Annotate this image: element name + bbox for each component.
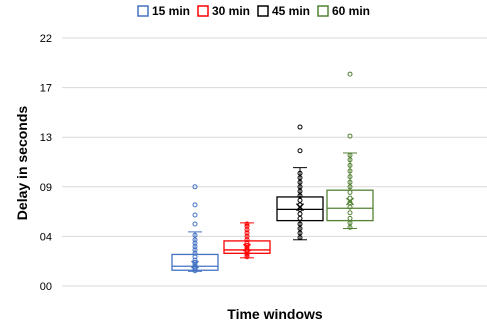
outlier-point: [192, 212, 198, 218]
y-axis-title: Delay in seconds: [14, 106, 30, 221]
data-point: [347, 220, 353, 226]
data-point: [192, 257, 198, 263]
data-point: [192, 240, 198, 246]
data-point: [244, 227, 250, 233]
legend-label: 45 min: [272, 4, 310, 18]
data-point: [244, 233, 250, 239]
box-15-min: [171, 184, 219, 274]
data-point: [297, 193, 303, 199]
data-point: [347, 152, 353, 158]
data-point: [347, 184, 353, 190]
legend-label: 60 min: [332, 4, 370, 18]
plot-area: [171, 71, 374, 274]
box-45-min: [276, 124, 324, 241]
y-tick-label: 09: [40, 182, 52, 194]
data-point: [192, 266, 198, 272]
box-60-min: [326, 71, 374, 230]
data-point: [297, 197, 303, 203]
mean-marker: [191, 260, 199, 269]
legend-label: 30 min: [212, 4, 250, 18]
y-tick-label: 00: [40, 281, 52, 293]
data-point: [347, 195, 353, 201]
data-point: [244, 221, 250, 227]
data-point: [297, 215, 303, 221]
data-point: [347, 204, 353, 210]
y-tick-label: 17: [40, 83, 52, 95]
y-tick-label: 22: [40, 33, 52, 45]
data-point: [347, 157, 353, 163]
outlier-point: [192, 221, 198, 227]
legend: 15 min 30 min 45 min 60 min: [137, 4, 370, 18]
data-point: [297, 211, 303, 217]
outlier-point: [192, 184, 198, 190]
data-point: [297, 184, 303, 190]
data-point: [347, 224, 353, 230]
mean-marker: [296, 203, 304, 212]
mean-marker: [243, 243, 251, 252]
y-tick-label: 04: [40, 231, 52, 243]
legend-swatch: [257, 5, 269, 17]
data-point: [347, 210, 353, 216]
data-point: [244, 251, 250, 257]
data-point: [244, 245, 250, 251]
data-point: [192, 250, 198, 256]
outlier-point: [347, 133, 353, 139]
data-point: [244, 223, 250, 229]
y-tick-label: 13: [40, 132, 52, 144]
data-point: [347, 174, 353, 180]
data-point: [244, 230, 250, 236]
legend-swatch: [317, 5, 329, 17]
outlier-point: [192, 202, 198, 208]
data-point: [192, 254, 198, 260]
outlier-point: [347, 71, 353, 77]
legend-swatch: [137, 5, 149, 17]
gridlines: [62, 37, 487, 287]
mean-marker: [346, 197, 354, 206]
data-point: [192, 262, 198, 268]
data-point: [244, 240, 250, 246]
outlier-point: [297, 124, 303, 130]
y-axis-ticks: 00 04 09 13 17 22: [40, 33, 52, 293]
data-point: [192, 244, 198, 250]
data-point: [192, 232, 198, 238]
data-point: [297, 235, 303, 241]
legend-swatch: [197, 5, 209, 17]
outlier-point: [297, 148, 303, 154]
data-point: [192, 237, 198, 243]
x-axis-title: Time windows: [227, 306, 323, 322]
data-point: [347, 189, 353, 195]
data-point: [297, 175, 303, 181]
data-point: [347, 179, 353, 185]
data-point: [297, 230, 303, 236]
legend-label: 15 min: [152, 4, 190, 18]
data-point: [297, 188, 303, 194]
data-point: [244, 249, 250, 255]
data-point: [297, 170, 303, 176]
data-point: [347, 215, 353, 221]
data-point: [347, 162, 353, 168]
data-point: [297, 179, 303, 185]
data-point: [244, 237, 250, 243]
data-point: [347, 168, 353, 174]
data-point: [297, 226, 303, 232]
data-point: [297, 221, 303, 227]
data-point: [244, 254, 250, 260]
data-point: [192, 247, 198, 253]
box-30-min: [223, 221, 271, 260]
